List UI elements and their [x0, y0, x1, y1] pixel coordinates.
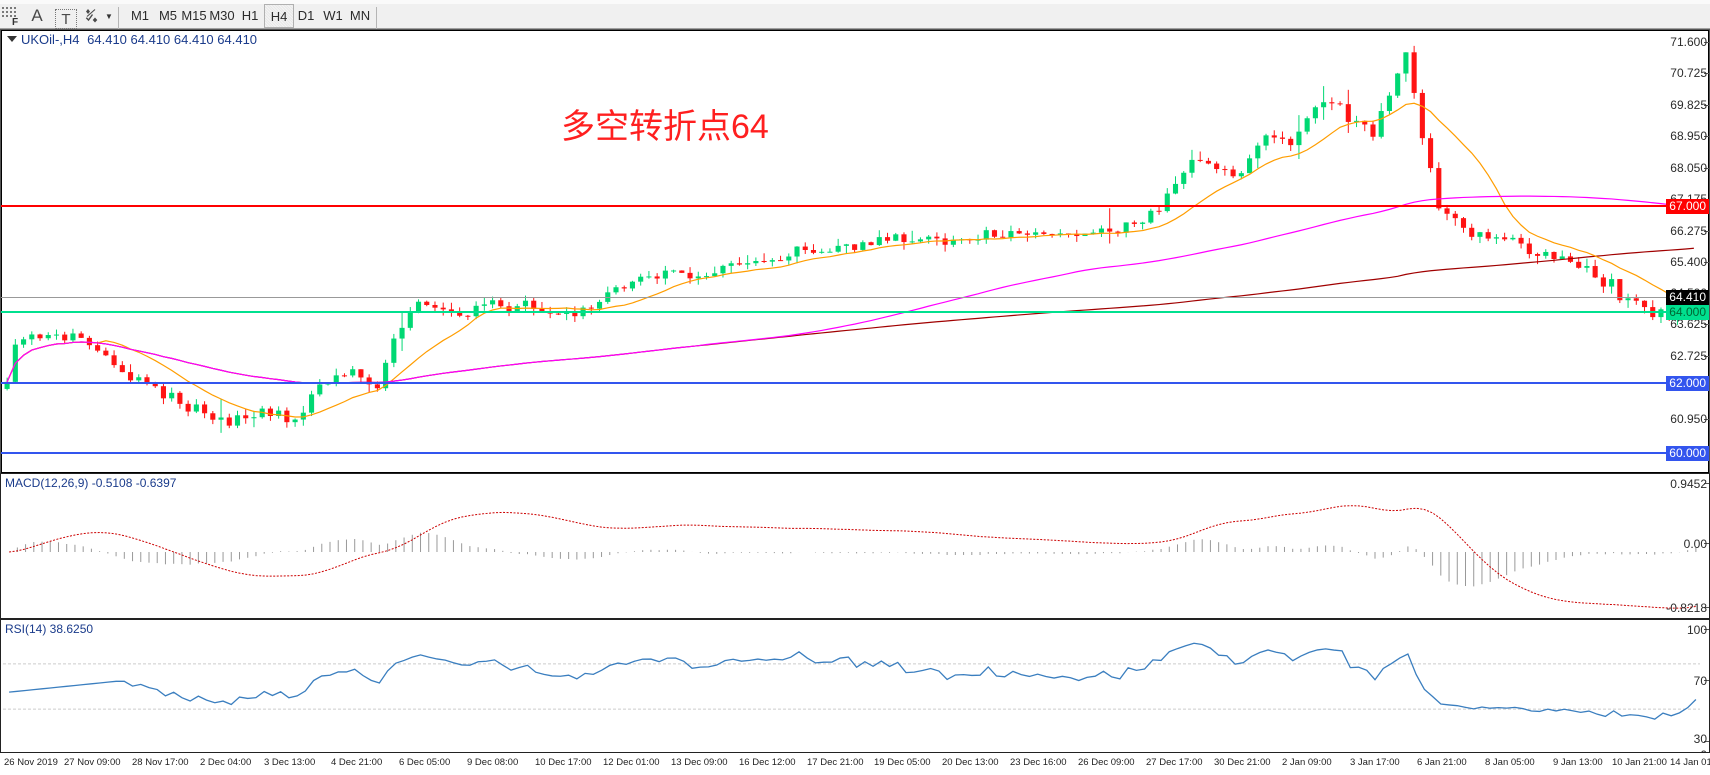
svg-text:F: F [12, 17, 18, 26]
